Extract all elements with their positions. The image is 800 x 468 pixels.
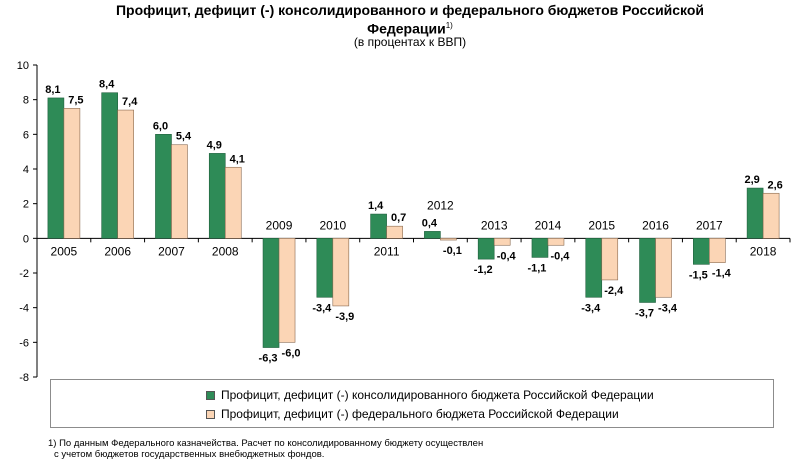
- bar-federal: [709, 238, 726, 263]
- y-tick-label: -4: [19, 303, 29, 315]
- data-label-federal: -2,4: [604, 285, 624, 297]
- bar-federal: [547, 238, 565, 246]
- bar-consolidated: [693, 238, 710, 265]
- data-label-consolidated: -1,2: [474, 264, 493, 276]
- y-tick-label: 2: [23, 199, 29, 211]
- y-tick-label: 10: [17, 60, 29, 72]
- data-label-federal: 7,5: [68, 94, 83, 106]
- data-label-federal: -0,4: [550, 250, 570, 262]
- chart-title-line1: Профицит, дефицит (-) консолидированного…: [115, 2, 705, 18]
- chart-title-line2: Федерации: [367, 20, 446, 37]
- x-category-label: 2015: [588, 218, 615, 232]
- data-label-consolidated: -1,5: [689, 269, 708, 281]
- bar-consolidated: [316, 238, 334, 298]
- x-category-label: 2011: [374, 244, 400, 258]
- x-category-label: 2012: [427, 198, 454, 212]
- data-label-federal: 5,4: [176, 131, 192, 143]
- bar-federal: [63, 108, 81, 239]
- footnote: 1) По данным Федерального казначейства. …: [48, 438, 768, 460]
- data-label-federal: -1,4: [712, 268, 732, 280]
- y-tick-label: -8: [19, 372, 29, 384]
- data-label-consolidated: 2,9: [744, 174, 759, 186]
- x-category-label: 2016: [642, 218, 669, 232]
- data-label-federal: 2,6: [767, 179, 782, 191]
- data-label-federal: 7,4: [122, 96, 138, 108]
- data-label-consolidated: 6,0: [153, 120, 168, 132]
- x-category-label: 2013: [481, 218, 508, 232]
- y-tick-label: 8: [23, 95, 29, 107]
- y-tick-label: 0: [23, 233, 29, 245]
- bar-consolidated: [746, 187, 764, 239]
- bar-federal: [601, 238, 619, 281]
- data-label-consolidated: -3,7: [635, 307, 654, 319]
- bar-consolidated: [477, 238, 495, 260]
- data-label-federal: -0,1: [443, 245, 462, 257]
- bar-consolidated: [370, 213, 387, 239]
- bar-federal: [386, 225, 403, 239]
- bar-federal: [117, 109, 134, 239]
- data-label-federal: -6,0: [282, 347, 301, 359]
- data-label-federal: 0,7: [391, 212, 406, 224]
- bar-consolidated: [47, 97, 65, 239]
- y-tick-label: 4: [23, 164, 29, 176]
- data-label-consolidated: 8,1: [45, 84, 60, 96]
- x-category-label: 2018: [750, 244, 777, 258]
- bar-federal: [224, 166, 242, 239]
- legend-swatch-federal: [206, 409, 215, 419]
- bar-consolidated: [585, 238, 603, 298]
- y-tick-label: 6: [23, 129, 29, 141]
- bar-federal: [493, 238, 511, 246]
- legend-label-consolidated: Профицит, дефицит (-) консолидированного…: [221, 388, 654, 402]
- x-category-label: 2010: [319, 218, 346, 232]
- bar-consolidated: [424, 231, 441, 239]
- bar-consolidated: [208, 153, 226, 239]
- bar-federal: [278, 238, 296, 343]
- x-category-label: 2006: [104, 244, 131, 258]
- data-label-consolidated: -6,3: [259, 353, 278, 365]
- bar-federal: [332, 238, 350, 307]
- x-category-label: 2007: [158, 244, 185, 258]
- legend-label-federal: Профицит, дефицит (-) федерального бюдже…: [221, 407, 619, 421]
- data-label-federal: -3,4: [658, 302, 678, 314]
- x-category-label: 2009: [266, 218, 293, 232]
- bar-consolidated: [155, 134, 172, 239]
- data-label-federal: -3,9: [335, 311, 354, 323]
- legend-swatch-consolidated: [206, 390, 215, 400]
- x-category-label: 2008: [212, 244, 239, 258]
- chart-title: Профицит, дефицит (-) консолидированного…: [80, 2, 740, 37]
- bar-consolidated: [101, 92, 118, 239]
- data-label-consolidated: 0,4: [422, 217, 438, 229]
- data-label-federal: 4,1: [230, 153, 245, 165]
- data-label-consolidated: -3,4: [581, 302, 601, 314]
- x-category-label: 2005: [51, 244, 78, 258]
- data-label-consolidated: -1,1: [527, 262, 546, 274]
- data-label-consolidated: 1,4: [368, 200, 384, 212]
- data-label-consolidated: 8,4: [99, 79, 115, 91]
- y-tick-label: -2: [19, 268, 29, 280]
- bar-federal: [655, 238, 672, 298]
- data-label-consolidated: 4,9: [207, 139, 222, 151]
- data-label-consolidated: -3,4: [312, 302, 332, 314]
- bar-federal: [440, 238, 457, 241]
- legend-item-federal: Профицит, дефицит (-) федерального бюдже…: [206, 407, 619, 421]
- data-label-federal: -0,4: [497, 250, 517, 262]
- chart-subtitle: (в процентах к ВВП): [353, 35, 467, 49]
- title-footnote-mark: 1): [445, 21, 453, 30]
- bar-federal: [171, 144, 188, 239]
- legend-item-consolidated: Профицит, дефицит (-) консолидированного…: [206, 388, 654, 402]
- bar-consolidated: [531, 238, 549, 258]
- x-category-label: 2014: [535, 218, 562, 232]
- footnote-line2: с учетом бюджетов государственных внебюд…: [54, 449, 325, 460]
- y-tick-label: -6: [19, 337, 29, 349]
- bar-consolidated: [262, 238, 280, 348]
- chart-legend: Профицит, дефицит (-) консолидированного…: [50, 379, 774, 428]
- bar-federal: [762, 192, 780, 239]
- bar-consolidated: [639, 238, 656, 303]
- x-category-label: 2017: [696, 218, 723, 232]
- footnote-line1: 1) По данным Федерального казначейства. …: [48, 438, 484, 449]
